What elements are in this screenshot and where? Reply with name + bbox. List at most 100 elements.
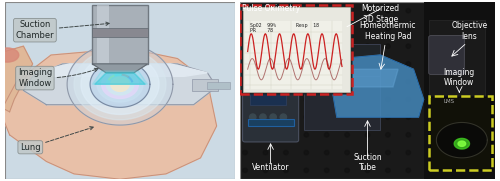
Text: LMS: LMS (444, 99, 454, 104)
Ellipse shape (447, 79, 452, 84)
Ellipse shape (365, 79, 370, 84)
Polygon shape (92, 64, 148, 73)
Ellipse shape (304, 62, 308, 66)
Ellipse shape (345, 115, 350, 119)
Ellipse shape (365, 150, 370, 155)
Ellipse shape (284, 62, 288, 66)
Ellipse shape (263, 26, 268, 31)
Text: SpO2  99%: SpO2 99% (250, 23, 276, 28)
Ellipse shape (324, 150, 329, 155)
Ellipse shape (324, 44, 329, 48)
Ellipse shape (250, 114, 256, 120)
Ellipse shape (263, 115, 268, 119)
Polygon shape (458, 141, 466, 146)
Ellipse shape (426, 97, 431, 102)
Ellipse shape (345, 79, 350, 84)
Ellipse shape (467, 62, 472, 66)
Ellipse shape (488, 133, 492, 137)
Ellipse shape (263, 133, 268, 137)
Ellipse shape (488, 79, 492, 84)
Ellipse shape (488, 9, 492, 13)
Ellipse shape (447, 9, 452, 13)
Ellipse shape (386, 26, 390, 31)
FancyBboxPatch shape (424, 2, 495, 179)
FancyBboxPatch shape (242, 7, 350, 92)
Ellipse shape (345, 9, 350, 13)
Polygon shape (90, 61, 150, 107)
Text: Lung: Lung (20, 127, 94, 152)
FancyBboxPatch shape (92, 5, 148, 64)
Ellipse shape (386, 168, 390, 172)
Ellipse shape (488, 168, 492, 172)
Ellipse shape (304, 9, 308, 13)
Polygon shape (67, 43, 173, 125)
FancyBboxPatch shape (240, 5, 352, 94)
Ellipse shape (488, 97, 492, 102)
Text: Homeothermic
Heating Pad: Homeothermic Heating Pad (360, 21, 416, 41)
Text: Objective
lens: Objective lens (452, 21, 488, 41)
Text: Imaging
Window: Imaging Window (18, 68, 98, 88)
Ellipse shape (263, 79, 268, 84)
FancyBboxPatch shape (192, 79, 218, 91)
Ellipse shape (280, 114, 286, 120)
Ellipse shape (263, 97, 268, 102)
FancyBboxPatch shape (245, 21, 342, 89)
Ellipse shape (304, 26, 308, 31)
Ellipse shape (447, 26, 452, 31)
Ellipse shape (284, 150, 288, 155)
Ellipse shape (304, 150, 308, 155)
Ellipse shape (488, 150, 492, 155)
Ellipse shape (243, 62, 248, 66)
Ellipse shape (365, 97, 370, 102)
Ellipse shape (324, 62, 329, 66)
Ellipse shape (365, 168, 370, 172)
Ellipse shape (284, 9, 288, 13)
Ellipse shape (426, 26, 431, 31)
Ellipse shape (270, 114, 276, 120)
Ellipse shape (345, 168, 350, 172)
Ellipse shape (467, 9, 472, 13)
Ellipse shape (345, 150, 350, 155)
FancyBboxPatch shape (304, 76, 380, 130)
Ellipse shape (447, 44, 452, 48)
Ellipse shape (406, 26, 410, 31)
FancyBboxPatch shape (428, 96, 492, 170)
Text: Ventilator: Ventilator (252, 163, 290, 172)
Ellipse shape (406, 79, 410, 84)
Ellipse shape (426, 62, 431, 66)
Ellipse shape (304, 97, 308, 102)
Ellipse shape (488, 26, 492, 31)
Text: Pulse Oximetry: Pulse Oximetry (242, 5, 300, 13)
Ellipse shape (304, 44, 308, 48)
Ellipse shape (284, 168, 288, 172)
Ellipse shape (263, 62, 268, 66)
Ellipse shape (467, 150, 472, 155)
Ellipse shape (243, 168, 248, 172)
FancyBboxPatch shape (304, 44, 380, 76)
Polygon shape (74, 49, 166, 120)
Polygon shape (106, 74, 134, 95)
Ellipse shape (324, 168, 329, 172)
Polygon shape (32, 64, 208, 76)
Ellipse shape (284, 79, 288, 84)
Ellipse shape (304, 115, 308, 119)
Ellipse shape (447, 150, 452, 155)
Ellipse shape (406, 9, 410, 13)
Ellipse shape (386, 97, 390, 102)
Ellipse shape (426, 9, 431, 13)
Polygon shape (81, 54, 159, 114)
Ellipse shape (263, 44, 268, 48)
FancyBboxPatch shape (428, 20, 485, 153)
Ellipse shape (406, 62, 410, 66)
Ellipse shape (243, 115, 248, 119)
Ellipse shape (365, 62, 370, 66)
Ellipse shape (304, 133, 308, 137)
Ellipse shape (386, 133, 390, 137)
Text: PR    78: PR 78 (250, 28, 273, 33)
Ellipse shape (365, 44, 370, 48)
Polygon shape (454, 138, 469, 149)
Ellipse shape (406, 150, 410, 155)
Ellipse shape (386, 9, 390, 13)
FancyBboxPatch shape (5, 2, 235, 179)
Ellipse shape (467, 44, 472, 48)
